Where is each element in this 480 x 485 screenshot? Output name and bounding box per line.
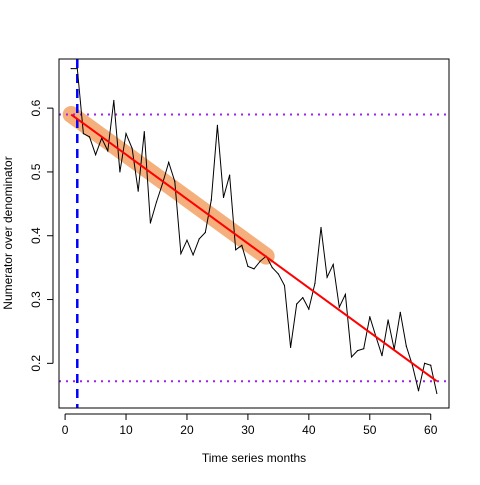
data-point (119, 171, 121, 173)
data-point (381, 355, 383, 357)
data-point (70, 67, 72, 70)
data-point (180, 252, 182, 255)
x-tick-label: 20 (180, 423, 194, 437)
data-point (387, 319, 389, 321)
data-point (94, 154, 97, 156)
data-point (430, 364, 432, 366)
data-point (168, 161, 170, 163)
x-tick-label: 50 (363, 423, 377, 437)
y-tick-label: 0.3 (29, 291, 43, 308)
y-tick-label: 0.5 (29, 163, 43, 180)
data-point (283, 284, 286, 287)
data-point (289, 346, 292, 348)
data-point (161, 182, 164, 185)
x-tick-label: 60 (424, 423, 438, 437)
data-point (82, 133, 84, 135)
data-point (174, 180, 176, 183)
data-point (241, 244, 243, 246)
data-point (405, 345, 407, 347)
x-axis: 0 10 20 30 40 50 60 (62, 413, 438, 437)
y-axis: 0.2 0.3 0.4 0.5 0.6 (29, 99, 54, 372)
data-point (277, 273, 279, 275)
data-point (210, 199, 212, 201)
fit-line-0 (70, 113, 438, 383)
data-point (107, 150, 109, 152)
data-point (344, 293, 347, 296)
data-point (411, 364, 414, 366)
data-point (296, 303, 298, 305)
data-point (155, 201, 158, 203)
data-point (76, 67, 78, 70)
data-point (338, 306, 340, 308)
y-tick-label: 0.6 (29, 99, 43, 116)
data-point (137, 190, 139, 192)
data-point (253, 268, 255, 270)
data-point (436, 392, 438, 394)
data-point (198, 238, 200, 240)
data-point (216, 124, 219, 126)
data-point (88, 136, 91, 138)
data-point (369, 316, 371, 318)
data-point (363, 348, 365, 350)
data-point (308, 308, 310, 310)
data-point (350, 356, 353, 358)
x-tick-label: 30 (241, 423, 255, 437)
data-point (149, 222, 152, 224)
data-point (113, 99, 115, 102)
data-point (356, 349, 359, 352)
x-tick-label: 0 (62, 423, 69, 437)
fit-line-layer (70, 113, 438, 383)
data-point (229, 174, 231, 176)
x-axis-label: Time series months (202, 451, 306, 465)
data-point (186, 239, 188, 241)
data-point (417, 390, 420, 392)
data-point (399, 311, 401, 313)
data-point (192, 254, 194, 256)
data-point (320, 226, 322, 229)
data-point (332, 263, 334, 266)
reference-lines-layer (59, 59, 449, 408)
plot-frame (58, 58, 450, 409)
data-point (125, 133, 127, 135)
data-point (131, 147, 133, 149)
data-point (204, 231, 206, 234)
data-point (271, 267, 273, 269)
data-point (424, 362, 426, 364)
x-tick-label: 10 (119, 423, 133, 437)
data-point (143, 131, 145, 133)
data-point (259, 260, 261, 262)
x-tick-label: 40 (302, 423, 316, 437)
data-point (247, 265, 249, 267)
y-axis-label: Numerator over denominator (1, 156, 15, 309)
data-point (302, 297, 304, 299)
data-point (314, 282, 316, 285)
data-point (326, 276, 328, 278)
y-tick-label: 0.4 (29, 227, 43, 244)
data-point (235, 249, 237, 251)
data-point (222, 196, 225, 199)
y-tick-label: 0.2 (29, 355, 43, 372)
